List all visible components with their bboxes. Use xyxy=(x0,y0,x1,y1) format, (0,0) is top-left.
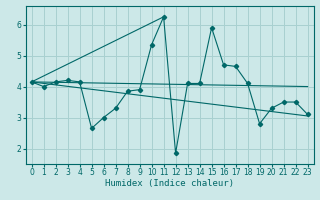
X-axis label: Humidex (Indice chaleur): Humidex (Indice chaleur) xyxy=(105,179,234,188)
